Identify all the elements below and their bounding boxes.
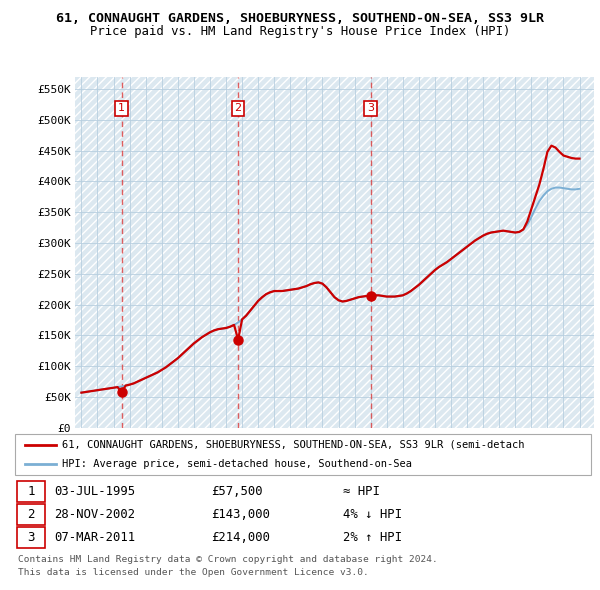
Text: ≈ HPI: ≈ HPI [343, 486, 380, 499]
Text: £214,000: £214,000 [211, 530, 270, 543]
Text: 28-NOV-2002: 28-NOV-2002 [54, 508, 135, 521]
Text: 3: 3 [28, 530, 35, 543]
Text: 03-JUL-1995: 03-JUL-1995 [54, 486, 135, 499]
Text: HPI: Average price, semi-detached house, Southend-on-Sea: HPI: Average price, semi-detached house,… [62, 459, 412, 469]
Text: 4% ↓ HPI: 4% ↓ HPI [343, 508, 403, 521]
Bar [17, 481, 45, 503]
Text: 2: 2 [235, 103, 242, 113]
Text: 2: 2 [28, 508, 35, 521]
Text: Price paid vs. HM Land Registry's House Price Index (HPI): Price paid vs. HM Land Registry's House … [90, 25, 510, 38]
Text: 1: 1 [28, 486, 35, 499]
Text: 1: 1 [118, 103, 125, 113]
Text: 07-MAR-2011: 07-MAR-2011 [54, 530, 135, 543]
Text: 61, CONNAUGHT GARDENS, SHOEBURYNESS, SOUTHEND-ON-SEA, SS3 9LR (semi-detach: 61, CONNAUGHT GARDENS, SHOEBURYNESS, SOU… [62, 440, 525, 450]
Text: Contains HM Land Registry data © Crown copyright and database right 2024.: Contains HM Land Registry data © Crown c… [18, 555, 438, 563]
Text: £57,500: £57,500 [211, 486, 262, 499]
Text: £143,000: £143,000 [211, 508, 270, 521]
Text: 61, CONNAUGHT GARDENS, SHOEBURYNESS, SOUTHEND-ON-SEA, SS3 9LR: 61, CONNAUGHT GARDENS, SHOEBURYNESS, SOU… [56, 12, 544, 25]
Bar [17, 504, 45, 525]
Text: This data is licensed under the Open Government Licence v3.0.: This data is licensed under the Open Gov… [18, 568, 369, 576]
Text: 2% ↑ HPI: 2% ↑ HPI [343, 530, 403, 543]
Bar [17, 526, 45, 548]
Text: 3: 3 [367, 103, 374, 113]
